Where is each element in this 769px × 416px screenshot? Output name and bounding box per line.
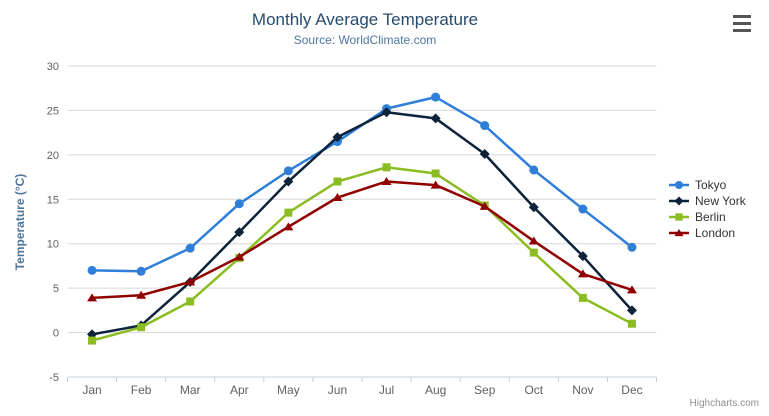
- legend-label: New York: [695, 194, 746, 208]
- square-legend-marker: [675, 213, 683, 221]
- point-berlin-jun[interactable]: [333, 177, 342, 186]
- x-category-label: Oct: [524, 383, 543, 397]
- legend-label: Tokyo: [695, 178, 727, 192]
- x-category-label: Jun: [328, 383, 347, 397]
- series-line-london: [90, 180, 634, 300]
- y-tick-label: 5: [53, 283, 59, 295]
- y-axis-title: Temperature (°C): [13, 174, 27, 271]
- point-london-may[interactable]: [283, 222, 294, 231]
- point-tokyo-nov[interactable]: [578, 204, 588, 214]
- point-london-nov[interactable]: [577, 269, 588, 278]
- y-tick-label: 25: [47, 105, 59, 117]
- point-new-york-jul[interactable]: [381, 107, 392, 118]
- point-new-york-oct[interactable]: [528, 202, 539, 213]
- hamburger-icon: [733, 22, 751, 25]
- point-berlin-mar[interactable]: [186, 297, 195, 306]
- circle-legend-icon: [669, 180, 689, 190]
- point-tokyo-oct[interactable]: [529, 165, 539, 175]
- point-tokyo-mar[interactable]: [185, 243, 195, 253]
- point-london-aug[interactable]: [430, 180, 441, 189]
- point-london-mar[interactable]: [185, 277, 196, 286]
- x-category-label: Apr: [230, 383, 249, 397]
- legend-item-berlin[interactable]: Berlin: [668, 209, 746, 225]
- x-category-label: Dec: [621, 383, 642, 397]
- point-berlin-feb[interactable]: [137, 323, 146, 332]
- point-london-jan[interactable]: [87, 293, 98, 302]
- x-category-label: Mar: [180, 383, 201, 397]
- point-tokyo-aug[interactable]: [431, 92, 441, 102]
- x-category-label: Aug: [425, 383, 446, 397]
- point-london-jun[interactable]: [332, 193, 343, 202]
- x-category-label: Nov: [572, 383, 593, 397]
- point-tokyo-may[interactable]: [283, 166, 293, 176]
- point-london-jul[interactable]: [381, 177, 392, 186]
- point-tokyo-jan[interactable]: [87, 265, 97, 275]
- point-london-apr[interactable]: [234, 252, 245, 261]
- point-tokyo-dec[interactable]: [627, 242, 637, 252]
- point-new-york-aug[interactable]: [430, 113, 441, 124]
- point-tokyo-apr[interactable]: [234, 199, 244, 209]
- point-tokyo-sep[interactable]: [480, 121, 490, 131]
- triangle-legend-marker: [674, 228, 684, 237]
- point-new-york-sep[interactable]: [479, 148, 490, 159]
- square-legend-icon: [669, 213, 689, 221]
- y-tick-label: 10: [47, 239, 59, 251]
- point-berlin-nov[interactable]: [578, 293, 587, 302]
- diamond-legend-icon: [669, 196, 689, 206]
- hamburger-icon: [733, 29, 751, 32]
- circle-legend-marker: [674, 180, 684, 190]
- point-tokyo-feb[interactable]: [136, 266, 146, 276]
- series-line-tokyo: [90, 95, 634, 273]
- credits-link[interactable]: Highcharts.com: [689, 398, 759, 409]
- point-new-york-jun[interactable]: [332, 132, 343, 143]
- point-berlin-aug[interactable]: [431, 169, 440, 178]
- point-london-oct[interactable]: [528, 236, 539, 245]
- series-line-berlin: [90, 166, 634, 342]
- export-menu-button[interactable]: [733, 15, 755, 32]
- hamburger-icon: [733, 15, 751, 18]
- x-category-label: Jan: [82, 383, 101, 397]
- legend-item-london[interactable]: London: [668, 225, 746, 241]
- legend-label: Berlin: [695, 210, 726, 224]
- x-category-label: May: [277, 383, 300, 397]
- legend-item-new-york[interactable]: New York: [668, 193, 746, 209]
- point-berlin-dec[interactable]: [627, 319, 636, 328]
- point-berlin-may[interactable]: [284, 208, 293, 217]
- triangle-legend-icon: [669, 228, 689, 237]
- y-tick-label: 0: [53, 328, 59, 340]
- legend-label: London: [695, 226, 736, 240]
- point-london-dec[interactable]: [626, 285, 637, 294]
- y-tick-label: 20: [47, 150, 59, 162]
- legend: Tokyo New York Berlin London: [668, 177, 746, 241]
- point-new-york-apr[interactable]: [234, 227, 245, 238]
- point-new-york-nov[interactable]: [577, 251, 588, 262]
- diamond-legend-marker: [674, 196, 684, 206]
- point-berlin-jan[interactable]: [88, 336, 97, 345]
- y-tick-label: -5: [49, 372, 59, 384]
- point-new-york-may[interactable]: [283, 176, 294, 187]
- point-berlin-oct[interactable]: [529, 248, 538, 257]
- x-category-label: Jul: [379, 383, 394, 397]
- legend-item-tokyo[interactable]: Tokyo: [668, 177, 746, 193]
- y-tick-label: 30: [47, 61, 59, 73]
- series-line-new-york: [90, 110, 634, 336]
- y-tick-label: 15: [47, 194, 59, 206]
- point-new-york-dec[interactable]: [626, 305, 637, 316]
- x-category-label: Feb: [131, 383, 152, 397]
- point-berlin-jul[interactable]: [382, 163, 391, 172]
- chart-title: Monthly Average Temperature: [251, 10, 479, 29]
- x-category-label: Sep: [474, 383, 496, 397]
- point-london-feb[interactable]: [136, 290, 147, 299]
- point-london-sep[interactable]: [479, 201, 490, 210]
- chart-subtitle: Source: WorldClimate.com: [293, 33, 437, 47]
